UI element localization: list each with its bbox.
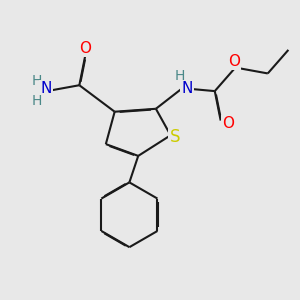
Text: H: H bbox=[32, 94, 42, 108]
Text: N: N bbox=[181, 81, 193, 96]
Text: N: N bbox=[41, 81, 52, 96]
Text: H: H bbox=[174, 69, 184, 83]
Text: O: O bbox=[228, 54, 240, 69]
Text: S: S bbox=[170, 128, 180, 146]
Text: O: O bbox=[79, 41, 91, 56]
Text: O: O bbox=[222, 116, 234, 131]
Text: H: H bbox=[32, 74, 42, 88]
